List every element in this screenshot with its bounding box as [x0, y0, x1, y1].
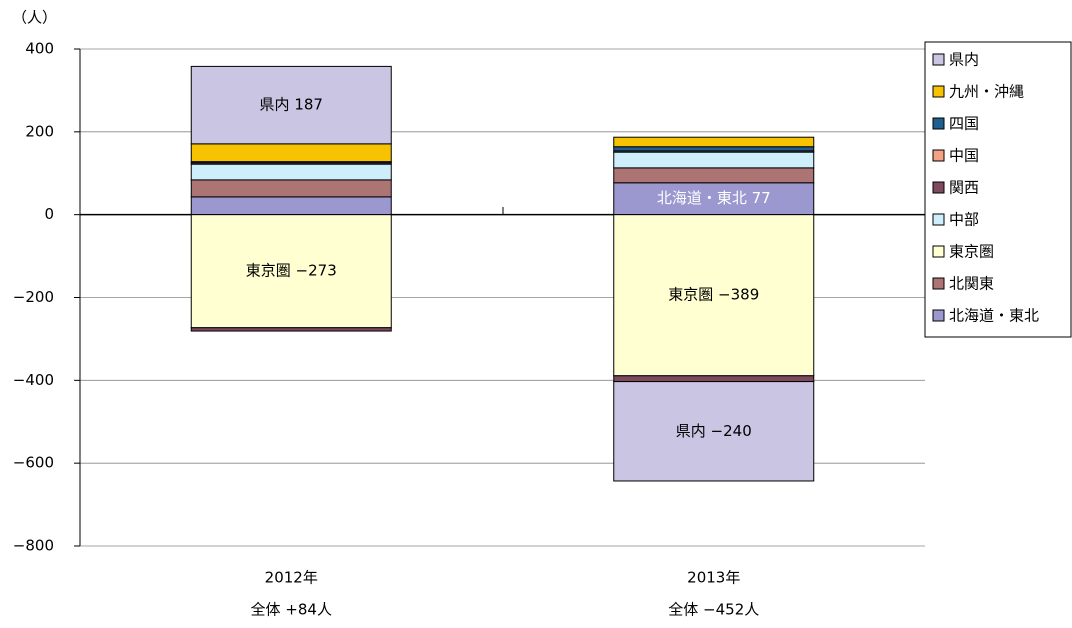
y-tick-label: −800	[13, 537, 54, 555]
x-sublabel: 全体 −452人	[668, 601, 759, 619]
y-tick-label: 400	[25, 40, 54, 58]
data-label: 県内 187	[260, 96, 323, 114]
bar-segment	[613, 381, 815, 482]
data-label: 北海道・東北 77	[657, 189, 771, 207]
legend-label: 北関東	[949, 275, 994, 293]
legend-swatch	[932, 245, 945, 258]
y-tick-label: −200	[13, 288, 54, 306]
legend-swatch	[932, 309, 945, 322]
legend-label: 北海道・東北	[949, 307, 1039, 325]
bar-segment	[190, 163, 392, 181]
bar-segment	[190, 179, 392, 198]
bar-segment	[190, 327, 392, 332]
legend-label: 四国	[949, 115, 979, 133]
y-unit-label: （人）	[12, 9, 57, 27]
bar-segment	[613, 151, 815, 169]
bar-segment	[613, 146, 815, 152]
data-label: 東京圏 −389	[668, 286, 759, 304]
y-tick-label: 0	[44, 205, 54, 223]
data-label: 県内 −240	[676, 422, 752, 440]
legend-swatch	[932, 277, 945, 290]
bar-segment	[613, 214, 815, 377]
legend-swatch	[932, 181, 945, 194]
bar-segment	[613, 136, 815, 148]
legend-label: 東京圏	[949, 243, 994, 261]
y-tick-label: 200	[25, 122, 54, 140]
legend-swatch	[932, 149, 945, 162]
bar-segment	[190, 214, 392, 329]
bar-segment	[613, 182, 815, 216]
bar-segment	[613, 167, 815, 184]
legend-swatch	[932, 85, 945, 98]
x-tick-label: 2013年	[687, 569, 740, 587]
bar-segment	[190, 65, 392, 145]
legend-swatch	[932, 213, 945, 226]
legend-box	[924, 41, 1072, 338]
legend-label: 県内	[949, 51, 979, 69]
data-label: 東京圏 −273	[246, 262, 337, 280]
legend-label: 九州・沖縄	[949, 83, 1024, 101]
legend-swatch	[932, 53, 945, 66]
x-sublabel: 全体 +84人	[251, 601, 332, 619]
y-tick-label: −600	[13, 454, 54, 472]
legend-label: 中部	[949, 211, 979, 229]
bar-segment	[190, 143, 392, 163]
y-tick-label: −400	[13, 371, 54, 389]
bar-segment	[613, 375, 815, 383]
legend-swatch	[932, 117, 945, 130]
legend-label: 中国	[949, 147, 979, 165]
x-tick-label: 2012年	[265, 569, 318, 587]
bar-segment	[190, 196, 392, 216]
legend-label: 関西	[949, 179, 979, 197]
